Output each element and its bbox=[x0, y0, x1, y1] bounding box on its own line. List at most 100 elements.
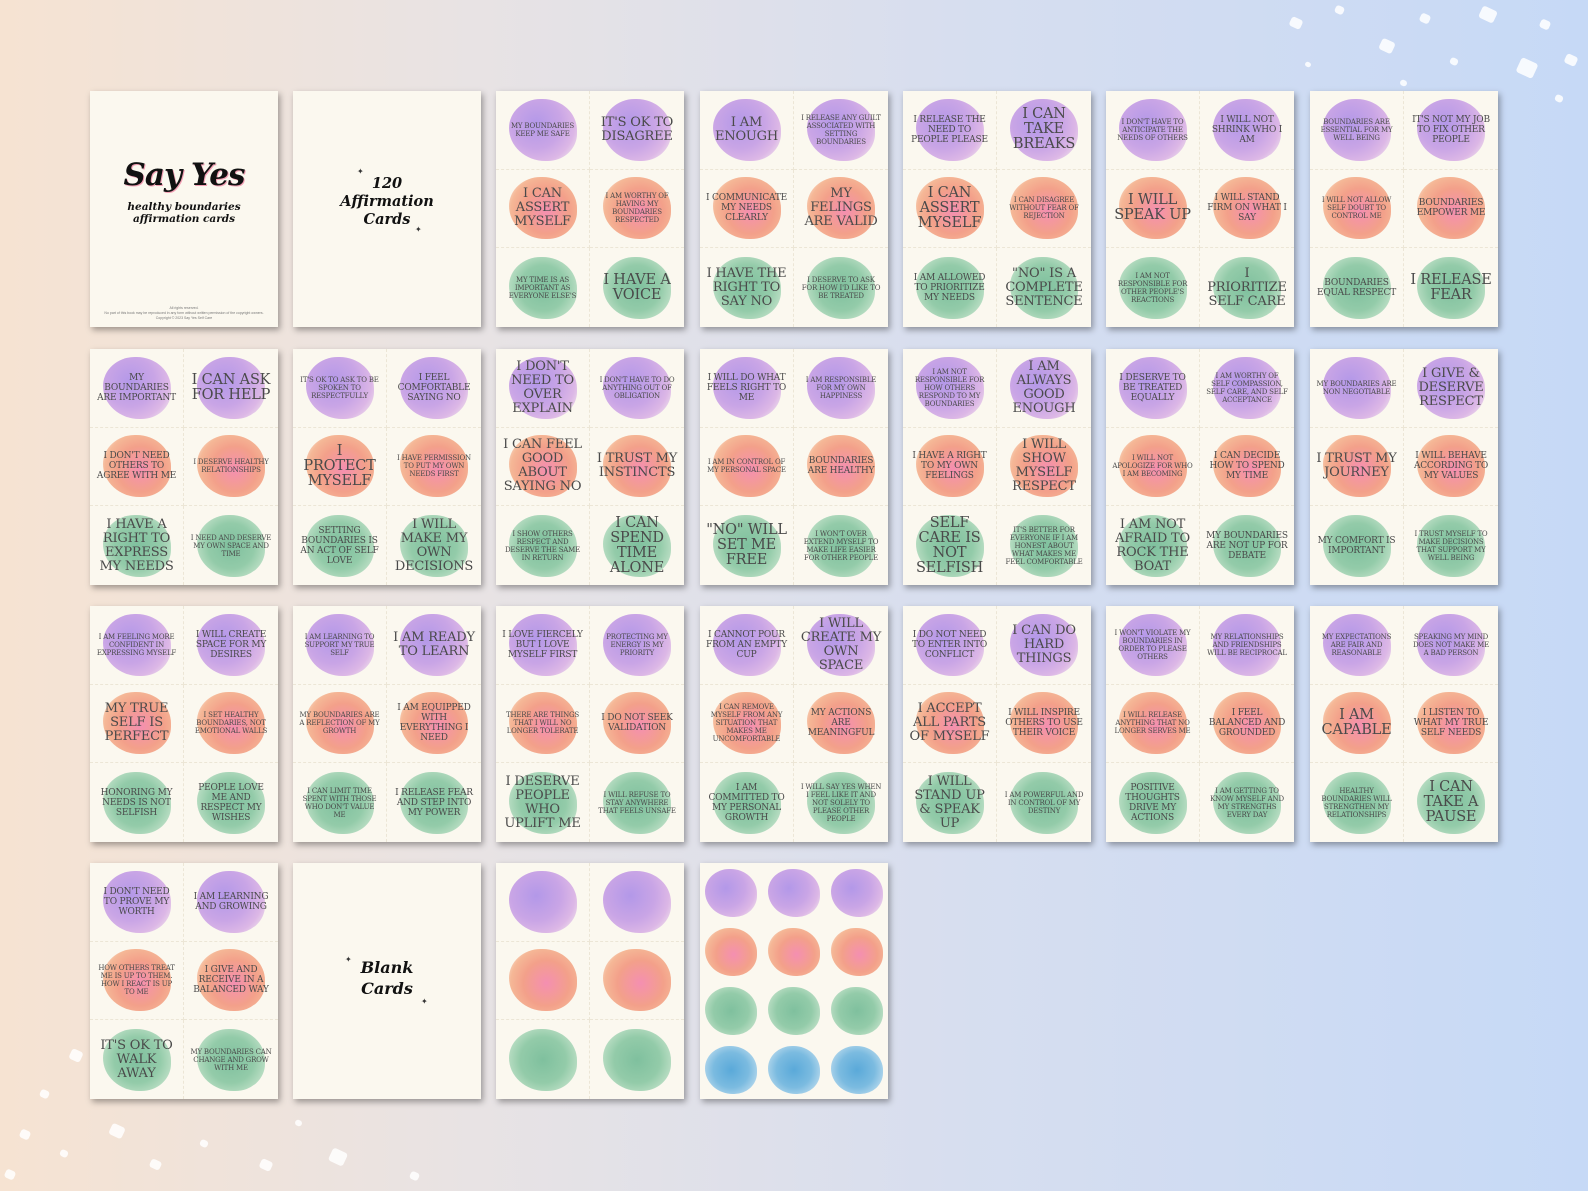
blank-mini-card[interactable] bbox=[763, 981, 826, 1040]
affirmation-sheet[interactable]: I am learning to support my true self I a… bbox=[293, 606, 481, 842]
affirmation-card[interactable]: It's not my job to fix other people bbox=[1404, 91, 1498, 170]
affirmation-card[interactable]: I have a right to my own feelings bbox=[903, 427, 997, 507]
affirmation-card[interactable]: "No" is a complete sentence bbox=[997, 248, 1091, 327]
affirmation-card[interactable]: I give & deserve respect bbox=[1404, 349, 1498, 428]
affirmation-card[interactable]: I am capable bbox=[1310, 684, 1404, 764]
affirmation-card[interactable]: It's ok to walk away bbox=[90, 1020, 184, 1099]
affirmation-card[interactable]: My boundaries are non negotiable bbox=[1310, 349, 1404, 428]
affirmation-card[interactable]: My relationships and friendships will be… bbox=[1200, 606, 1294, 685]
affirmation-card[interactable]: I can remove myself from any situation t… bbox=[700, 684, 794, 764]
affirmation-sheet[interactable]: I don't have to anticipate the needs of … bbox=[1106, 91, 1294, 327]
affirmation-sheet[interactable]: I deserve to be treated equally I am wort… bbox=[1106, 349, 1294, 585]
affirmation-card[interactable]: I deserve people who uplift me bbox=[496, 763, 590, 842]
affirmation-card[interactable]: I will stand firm on what I say bbox=[1200, 170, 1294, 249]
affirmation-card[interactable]: I listen to what my true self needs bbox=[1404, 685, 1498, 764]
affirmation-sheet[interactable]: I won't violate my boundaries in order t… bbox=[1106, 606, 1294, 842]
affirmation-card[interactable]: I am getting to know myself and my stren… bbox=[1200, 763, 1294, 842]
affirmation-card[interactable]: I accept all parts of myself bbox=[903, 684, 997, 764]
blank-mini-card[interactable] bbox=[825, 1040, 888, 1099]
affirmation-card[interactable]: I will inspire others to use their voice bbox=[997, 685, 1091, 764]
affirmation-sheet[interactable]: I am not responsible for how others resp… bbox=[903, 349, 1091, 585]
affirmation-card[interactable]: I am powerful and in control of my desti… bbox=[997, 763, 1091, 842]
affirmation-card[interactable]: I can feel good about saying no bbox=[496, 427, 590, 507]
blank-mini-card[interactable] bbox=[825, 981, 888, 1040]
affirmation-card[interactable]: I am worthy of self compassion, self car… bbox=[1200, 349, 1294, 428]
blank-card[interactable] bbox=[590, 1020, 684, 1099]
affirmation-card[interactable]: My time is as important as everyone else… bbox=[496, 248, 590, 327]
affirmation-card[interactable]: I will say yes when I feel like it and n… bbox=[794, 763, 888, 842]
affirmation-card[interactable]: I am feeling more confident in expressin… bbox=[90, 606, 184, 685]
affirmation-sheet[interactable]: I release the need to people please I can… bbox=[903, 91, 1091, 327]
affirmation-card[interactable]: I will create space for my desires bbox=[184, 606, 278, 685]
affirmation-card[interactable]: I will make my own decisions bbox=[387, 506, 481, 585]
affirmation-card[interactable]: I have a voice bbox=[590, 248, 684, 327]
affirmation-card[interactable]: I have the right to say no bbox=[700, 248, 794, 327]
affirmation-card[interactable]: I do not seek validation bbox=[590, 685, 684, 764]
affirmation-card[interactable]: I won't violate my boundaries in order t… bbox=[1106, 606, 1200, 685]
affirmation-card[interactable]: I can assert myself bbox=[903, 169, 997, 249]
affirmation-card[interactable]: I will speak up bbox=[1106, 169, 1200, 249]
affirmation-card[interactable]: I can ask for help bbox=[184, 349, 278, 428]
affirmation-card[interactable]: I am committed to my personal growth bbox=[700, 763, 794, 842]
blank-card[interactable] bbox=[590, 942, 684, 1021]
affirmation-card[interactable]: I am enough bbox=[700, 91, 794, 170]
blank-card[interactable] bbox=[590, 863, 684, 942]
affirmation-card[interactable]: I am not afraid to rock the boat bbox=[1106, 506, 1200, 585]
affirmation-sheet[interactable]: I do not need to enter into conflict I ca… bbox=[903, 606, 1091, 842]
title-sheet[interactable]: ✦ 120 Affirmation Cards ✦ bbox=[293, 91, 481, 327]
blank-mini-card[interactable] bbox=[825, 863, 888, 922]
affirmation-card[interactable]: I will not shrink who I am bbox=[1200, 91, 1294, 170]
affirmation-card[interactable]: I am responsible for my own happiness bbox=[794, 349, 888, 428]
affirmation-card[interactable]: I can take a pause bbox=[1404, 763, 1498, 842]
affirmation-card[interactable]: "No" will set me free bbox=[700, 506, 794, 585]
blank-mini-card[interactable] bbox=[700, 922, 763, 981]
affirmation-card[interactable]: I release any guilt associated with sett… bbox=[794, 91, 888, 170]
blank-mini-card[interactable] bbox=[825, 922, 888, 981]
affirmation-card[interactable]: My boundaries keep me safe bbox=[496, 91, 590, 170]
affirmation-card[interactable]: I will not allow self doubt to control m… bbox=[1310, 169, 1404, 249]
blank-card[interactable] bbox=[496, 941, 590, 1021]
affirmation-card[interactable]: My true self is perfect bbox=[90, 684, 184, 764]
affirmation-card[interactable]: I don't have to anticipate the needs of … bbox=[1106, 91, 1200, 170]
affirmation-card[interactable]: I will show myself respect bbox=[997, 428, 1091, 507]
affirmation-card[interactable]: I deserve healthy relationships bbox=[184, 428, 278, 507]
affirmation-card[interactable]: I set healthy boundaries, not emotional … bbox=[184, 685, 278, 764]
affirmation-card[interactable]: I don't need others to agree with me bbox=[90, 427, 184, 507]
affirmation-card[interactable]: There are things that I will no longer t… bbox=[496, 684, 590, 764]
affirmation-card[interactable]: Boundaries are healthy bbox=[794, 428, 888, 507]
affirmation-card[interactable]: I am equipped with everything I need bbox=[387, 685, 481, 764]
affirmation-card[interactable]: I will behave according to my values bbox=[1404, 428, 1498, 507]
affirmation-card[interactable]: My expectations are fair and reasonable bbox=[1310, 606, 1404, 685]
affirmation-card[interactable]: Boundaries empower me bbox=[1404, 170, 1498, 249]
affirmation-card[interactable]: Positive thoughts drive my actions bbox=[1106, 763, 1200, 842]
affirmation-sheet[interactable]: It's ok to ask to be spoken to respectfu… bbox=[293, 349, 481, 585]
affirmation-card[interactable]: I am learning and growing bbox=[184, 863, 278, 942]
affirmation-card[interactable]: I can spend time alone bbox=[590, 506, 684, 585]
affirmation-card[interactable]: I will refuse to stay anywhere that feel… bbox=[590, 763, 684, 842]
affirmation-sheet[interactable]: I love fiercely but I love myself first P… bbox=[496, 606, 684, 842]
affirmation-card[interactable]: I will release anything that no longer s… bbox=[1106, 684, 1200, 764]
affirmation-card[interactable]: I do not need to enter into conflict bbox=[903, 606, 997, 685]
affirmation-card[interactable]: How others treat me is up to them. How I… bbox=[90, 941, 184, 1021]
affirmation-card[interactable]: My boundaries can change and grow with m… bbox=[184, 1020, 278, 1099]
blank-card[interactable] bbox=[496, 863, 590, 942]
affirmation-card[interactable]: I will create my own space bbox=[794, 606, 888, 685]
affirmation-card[interactable]: I am ready to learn bbox=[387, 606, 481, 685]
affirmation-card[interactable]: I am learning to support my true self bbox=[293, 606, 387, 685]
affirmation-card[interactable]: My comfort is important bbox=[1310, 506, 1404, 585]
blank-title-sheet[interactable]: ✦ Blank Cards ✦ bbox=[293, 863, 481, 1099]
affirmation-card[interactable]: I am allowed to prioritize my needs bbox=[903, 248, 997, 327]
affirmation-card[interactable]: I feel balanced and grounded bbox=[1200, 685, 1294, 764]
blank-card[interactable] bbox=[496, 1020, 590, 1099]
affirmation-card[interactable]: I feel comfortable saying no bbox=[387, 349, 481, 428]
affirmation-card[interactable]: I don't have to do anything out of oblig… bbox=[590, 349, 684, 428]
affirmation-sheet[interactable]: I cannot pour from an empty cup I will cr… bbox=[700, 606, 888, 842]
blank-mini-card[interactable] bbox=[700, 1040, 763, 1099]
affirmation-sheet[interactable]: I will do what feels right to me I am res… bbox=[700, 349, 888, 585]
affirmation-card[interactable]: I cannot pour from an empty cup bbox=[700, 606, 794, 685]
affirmation-card[interactable]: I release fear bbox=[1404, 248, 1498, 327]
affirmation-card[interactable]: My boundaries are a reflection of my gro… bbox=[293, 684, 387, 764]
blank-mini-card[interactable] bbox=[700, 981, 763, 1040]
affirmation-card[interactable]: I trust myself to make decisions that su… bbox=[1404, 506, 1498, 585]
affirmation-card[interactable]: I trust my instincts bbox=[590, 428, 684, 507]
